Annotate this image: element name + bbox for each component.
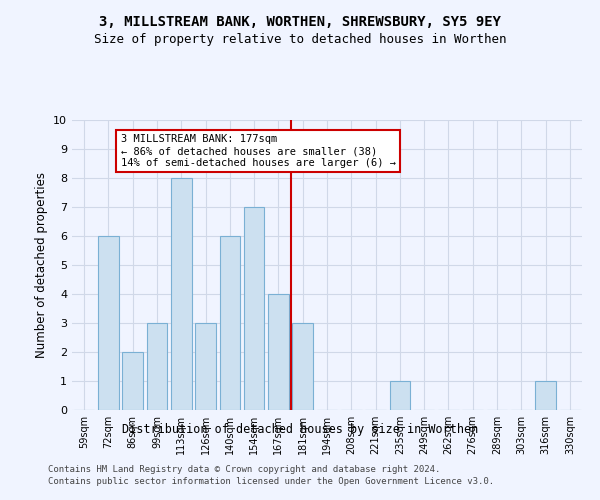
Bar (98, 236, 119, 410)
Bar (195, 323, 216, 410)
Text: Size of property relative to detached houses in Worthen: Size of property relative to detached ho… (94, 32, 506, 46)
Text: Distribution of detached houses by size in Worthen: Distribution of detached houses by size … (122, 422, 478, 436)
Text: Contains HM Land Registry data © Crown copyright and database right 2024.: Contains HM Land Registry data © Crown c… (48, 465, 440, 474)
Text: 3, MILLSTREAM BANK, WORTHEN, SHREWSBURY, SY5 9EY: 3, MILLSTREAM BANK, WORTHEN, SHREWSBURY,… (99, 15, 501, 29)
Bar (244, 207, 265, 410)
Bar (389, 381, 410, 410)
Bar (292, 323, 313, 410)
Bar (171, 178, 191, 410)
Bar (535, 381, 556, 410)
Bar (146, 323, 167, 410)
Bar (220, 236, 240, 410)
Bar (268, 294, 289, 410)
Text: Contains public sector information licensed under the Open Government Licence v3: Contains public sector information licen… (48, 478, 494, 486)
Bar (122, 352, 143, 410)
Y-axis label: Number of detached properties: Number of detached properties (35, 172, 47, 358)
Text: 3 MILLSTREAM BANK: 177sqm
← 86% of detached houses are smaller (38)
14% of semi-: 3 MILLSTREAM BANK: 177sqm ← 86% of detac… (121, 134, 395, 168)
